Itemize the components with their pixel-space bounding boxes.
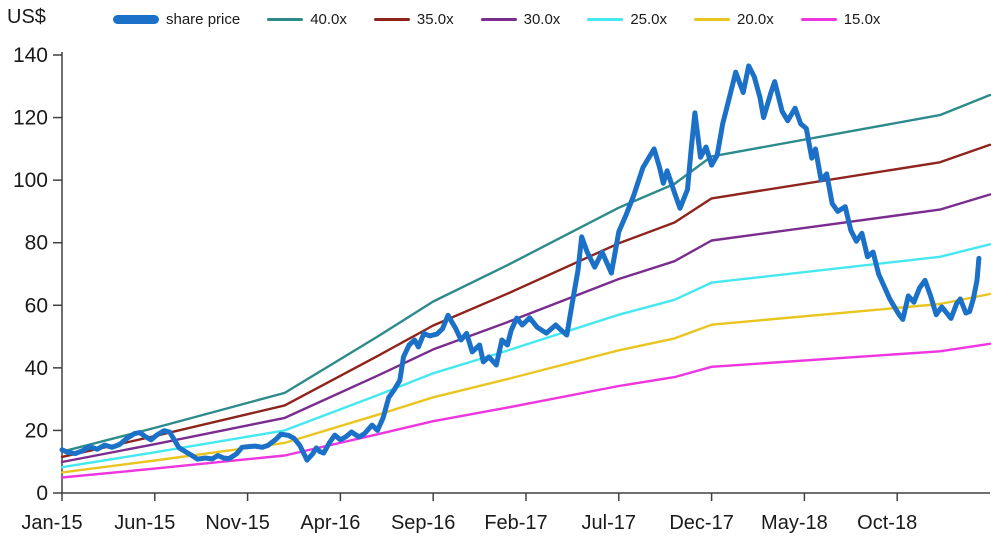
- x-tick-label: Jun-15: [114, 512, 175, 534]
- x-tick-label: Feb-17: [484, 512, 547, 534]
- y-axis-ticks: [53, 54, 62, 494]
- y-tick-label: 20: [25, 419, 48, 442]
- legend-swatch-line: [587, 17, 624, 21]
- y-tick-label: 40: [25, 357, 48, 380]
- x-tick-label: Jan-15: [21, 512, 82, 534]
- y-tick-label: 100: [13, 169, 48, 192]
- legend: share price 40.0x 35.0x 30.0x 25.0x 20.0x 15.0…: [113, 7, 880, 31]
- pe-band-40x-line: [60, 93, 992, 453]
- x-tick-label: Nov-15: [205, 512, 269, 534]
- x-axis-ticks: [61, 493, 898, 501]
- series-share-price-line: [59, 63, 982, 463]
- pe-band-15x-line: [60, 342, 992, 479]
- x-axis-labels: Jan-15 Jun-15 Nov-15 Apr-16 Sep-16 Feb-17 Jul-…: [21, 512, 917, 534]
- y-tick-label: 140: [13, 44, 48, 67]
- x-tick-label: Jul-17: [582, 512, 636, 534]
- y-tick-label: 80: [25, 232, 48, 255]
- legend-item: 15.0x: [800, 10, 881, 28]
- legend-item: 40.0x: [267, 11, 347, 28]
- x-tick-label: Sep-16: [391, 512, 456, 534]
- y-axis-title: US$: [7, 6, 46, 28]
- pe-band-20x-line: [60, 292, 992, 474]
- legend-item: 20.0x: [694, 11, 774, 28]
- x-tick-label: May-18: [761, 512, 828, 534]
- x-tick-label: Dec-17: [669, 512, 733, 534]
- legend-item-label: share price: [166, 10, 241, 28]
- legend-swatch-line: [480, 17, 517, 21]
- pe-band-30x-line: [60, 193, 992, 464]
- legend-item-label: 20.0x: [737, 10, 774, 28]
- legend-item-label: 15.0x: [843, 10, 881, 28]
- legend-swatch-share-price: [113, 14, 159, 24]
- legend-swatch-line: [800, 17, 837, 21]
- legend-item-label: 25.0x: [630, 10, 668, 28]
- legend-item-label: 35.0x: [416, 10, 454, 28]
- legend-item-label: 40.0x: [310, 10, 347, 28]
- pe-band-25x-line: [60, 243, 992, 469]
- y-tick-label: 120: [13, 107, 48, 130]
- legend-item: 25.0x: [587, 11, 667, 28]
- y-tick-label: 0: [36, 482, 48, 505]
- legend-item: 35.0x: [373, 10, 454, 28]
- legend-item: share price: [113, 11, 240, 28]
- x-tick-label: Oct-18: [857, 512, 917, 534]
- y-axis-labels: 0 20 40 60 80 100 120 140: [13, 44, 48, 505]
- pe-band-35x-line: [60, 143, 992, 459]
- axes: [61, 52, 990, 494]
- legend-item: 30.0x: [480, 10, 561, 28]
- legend-item-label: 30.0x: [523, 10, 561, 28]
- legend-swatch-line: [267, 17, 304, 21]
- legend-swatch-line: [694, 17, 731, 21]
- legend-swatch-line: [373, 17, 410, 21]
- pe-band-lines: [60, 93, 992, 479]
- x-tick-label: Apr-16: [300, 512, 360, 534]
- y-tick-label: 60: [25, 294, 48, 317]
